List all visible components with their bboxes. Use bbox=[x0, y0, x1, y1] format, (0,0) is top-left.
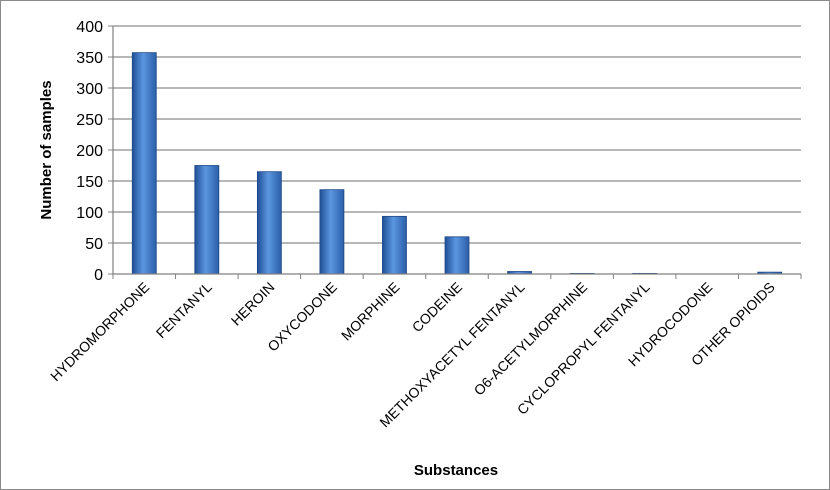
y-tick-label: 50 bbox=[85, 236, 103, 253]
x-tick-label: HYDROMORPHONE bbox=[47, 279, 152, 384]
x-tick-labels: HYDROMORPHONE FENTANYL HEROINOXYCODONEMORP… bbox=[47, 279, 778, 431]
y-tick-label: 250 bbox=[76, 112, 103, 129]
bar bbox=[256, 171, 282, 275]
x-tick-label: MORPHINE bbox=[338, 279, 403, 344]
axes bbox=[108, 25, 802, 279]
y-tick-label: 100 bbox=[76, 205, 103, 222]
y-tick-label: 400 bbox=[76, 19, 103, 36]
bars bbox=[131, 52, 783, 275]
x-tick-label: FENTANYL bbox=[153, 279, 215, 341]
x-tick-label: CODEINE bbox=[409, 279, 465, 335]
bar bbox=[444, 236, 470, 275]
x-axis-title: Substances bbox=[414, 462, 498, 479]
bar bbox=[194, 165, 220, 275]
bar bbox=[382, 215, 407, 275]
y-tick-label: 300 bbox=[76, 81, 103, 98]
y-tick-label: 0 bbox=[94, 267, 103, 284]
y-tick-label: 150 bbox=[76, 174, 103, 191]
bar bbox=[131, 52, 157, 275]
bar bbox=[319, 189, 345, 275]
y-tick-label: 200 bbox=[76, 143, 103, 160]
y-tick-labels: 0 50 100 150 200 250 300 350 400 bbox=[76, 19, 103, 284]
x-tick-label: O6-ACETYLMORPHINE bbox=[471, 279, 591, 399]
x-tick-label: HEROIN bbox=[228, 279, 278, 329]
y-tick-label: 350 bbox=[76, 50, 103, 67]
y-axis-title: Number of samples bbox=[38, 80, 55, 219]
gridlines bbox=[113, 25, 801, 244]
x-tick-label: CYCLOPROPYL FENTANYL bbox=[514, 279, 653, 418]
